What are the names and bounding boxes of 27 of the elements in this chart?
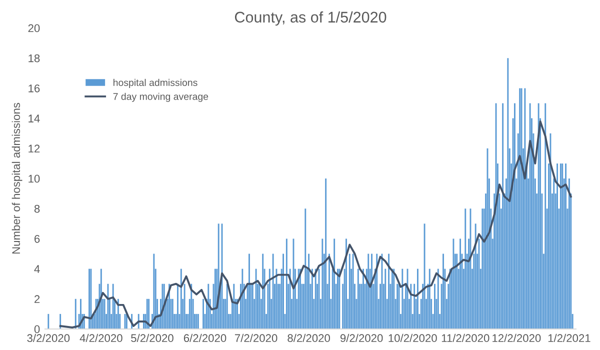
y-axis-title: Number of hospital admissions <box>12 102 22 254</box>
y-tick-label: 4 <box>34 265 40 273</box>
x-tick-label: 4/2/2020 <box>80 334 122 342</box>
chart-title: County, as of 1/5/2020 <box>234 11 386 26</box>
y-tick-label: 14 <box>28 114 40 122</box>
y-tick-label: 6 <box>34 234 40 243</box>
y-tick-label: 10 <box>28 174 40 183</box>
y-tick-label: 8 <box>34 204 40 213</box>
y-tick-label: 20 <box>28 24 40 32</box>
x-tick-label: 9/2/2020 <box>340 334 383 342</box>
x-tick-label: 8/2/2020 <box>288 334 330 342</box>
line-series <box>59 120 572 328</box>
x-tick-label: 10/2/2020 <box>388 334 437 342</box>
x-tick-label: 5/2/2020 <box>131 334 174 342</box>
y-tick-label: 16 <box>28 84 40 92</box>
x-tick-label: 6/2/2020 <box>184 334 226 342</box>
x-tick-label: 11/2/2020 <box>442 334 490 342</box>
legend-label: 7 day moving average <box>113 92 208 102</box>
x-tick-label: 3/2/2020 <box>27 334 70 342</box>
legend-label: hospital admissions <box>114 78 198 88</box>
x-tick-label: 7/2/2020 <box>234 334 278 342</box>
x-tick-label: 1/2/2021 <box>548 334 590 342</box>
y-tick-label: 12 <box>28 144 40 152</box>
y-tick-label: 0 <box>34 325 40 334</box>
y-tick-label: 2 <box>34 295 40 303</box>
x-tick-label: 12/2/2020 <box>492 334 541 342</box>
y-tick-label: 18 <box>28 54 40 62</box>
